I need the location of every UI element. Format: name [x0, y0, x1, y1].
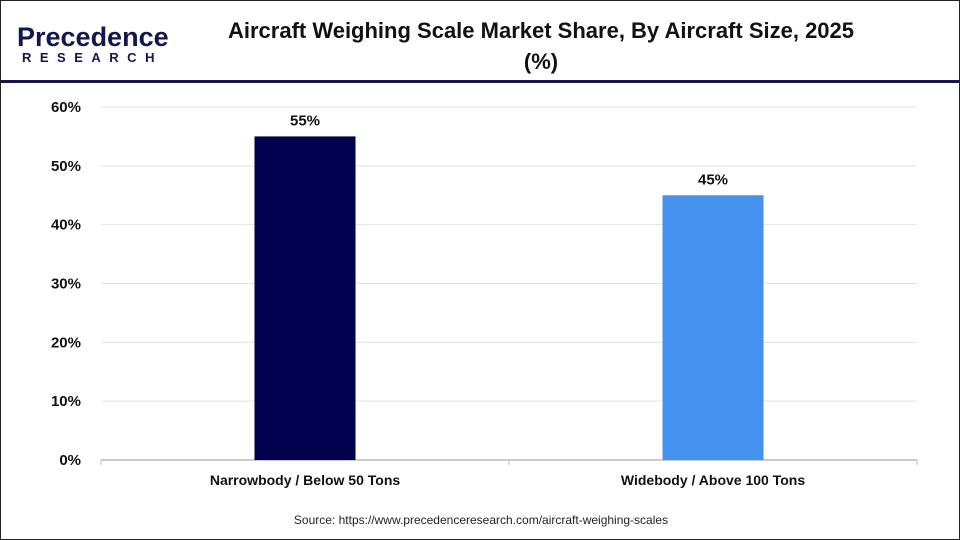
x-tick-label: Widebody / Above 100 Tons — [621, 472, 805, 488]
chart-title: Aircraft Weighing Scale Market Share, By… — [227, 18, 855, 74]
logo-line2: RESEARCH — [22, 50, 163, 65]
y-tick-label: 0% — [59, 452, 81, 469]
y-tick-label: 50% — [51, 158, 81, 175]
y-tick-label: 30% — [51, 276, 81, 293]
bar — [254, 136, 356, 460]
y-tick-label: 10% — [51, 393, 81, 410]
y-tick-label: 60% — [51, 99, 81, 116]
x-tick-label: Narrowbody / Below 50 Tons — [210, 472, 401, 488]
source-text: Source: https://www.precedenceresearch.c… — [293, 513, 669, 527]
logo-line1: Precedence — [17, 22, 169, 52]
data-label: 55% — [290, 112, 320, 129]
y-tick-label: 20% — [51, 334, 81, 351]
data-label: 45% — [698, 171, 728, 188]
header-divider — [1, 80, 959, 83]
bar — [662, 195, 764, 460]
precedence-research-logo: Precedence RESEARCH — [17, 23, 169, 65]
y-tick-label: 40% — [51, 217, 81, 234]
